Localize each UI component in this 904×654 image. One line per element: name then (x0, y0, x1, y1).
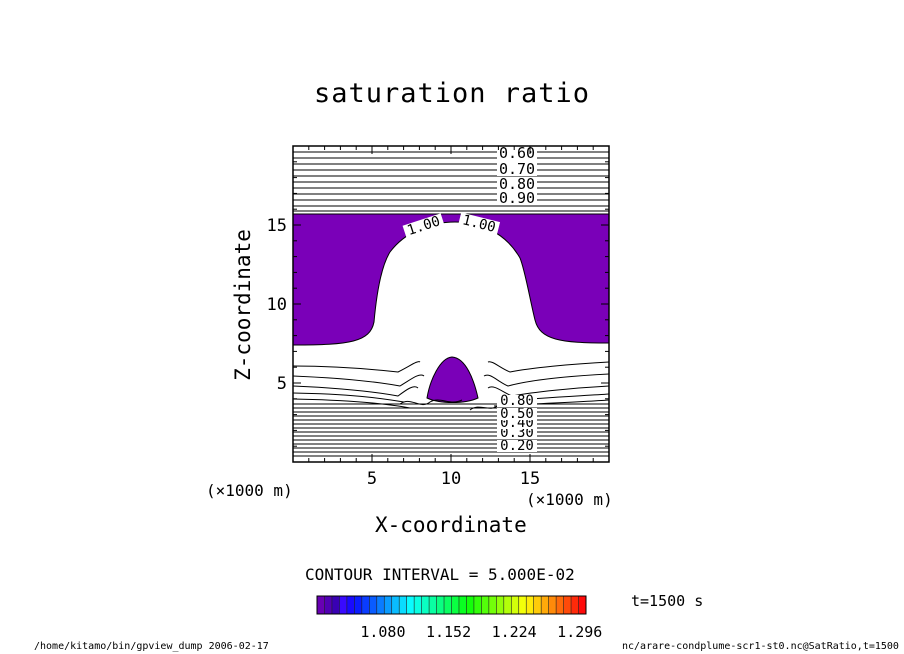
x-tick-label: 5 (367, 469, 377, 489)
contour-line (292, 373, 610, 387)
colorbar-tick-label: 1.152 (426, 623, 471, 641)
contour-line (399, 399, 463, 406)
y-axis-unit: (×1000 m) (206, 481, 293, 500)
contour-lines-top (293, 151, 609, 212)
colorbar-cell (473, 596, 482, 614)
colorbar-cell (578, 596, 587, 614)
colorbar-cell (414, 596, 423, 614)
colorbar-tick-label: 1.224 (492, 623, 537, 641)
colorbar-cell (563, 596, 572, 614)
colorbar-cell (548, 596, 557, 614)
colorbar-cell (429, 596, 438, 614)
contour-label-bg (458, 212, 501, 235)
colorbar-cell (488, 596, 497, 614)
footer-left: /home/kitamo/bin/gpview_dump 2006-02-17 (34, 641, 269, 652)
y-tick-label: 15 (267, 216, 287, 236)
colorbar-cell (331, 596, 340, 614)
chart-title: saturation ratio (313, 78, 591, 109)
contour-label-bg (497, 395, 537, 407)
colorbar-cell (399, 596, 408, 614)
contour-interval-label: CONTOUR INTERVAL = 5.000E-02 (305, 565, 575, 584)
colorbar-cell (458, 596, 467, 614)
contour-label: 0.50 (500, 406, 534, 422)
x-axis-unit: (×1000 m) (526, 490, 613, 509)
colorbar-cell (317, 596, 325, 614)
contour-label: 0.80 (499, 175, 535, 193)
colorbar-cell (526, 596, 535, 614)
colorbar-cell (354, 596, 363, 614)
colorbar-cell (541, 596, 550, 614)
colorbar-tick-label: 1.080 (360, 623, 405, 641)
footer-right: nc/arare-condplume-scr1-st0.nc@SatRatio,… (622, 641, 899, 652)
colorbar-cell (406, 596, 415, 614)
colorbar-cell (376, 596, 385, 614)
colorbar-frame (316, 595, 587, 615)
colorbar-cell (518, 596, 527, 614)
colorbar-cell (346, 596, 355, 614)
y-tick-label: 5 (277, 374, 287, 394)
contour-label: 0.20 (500, 438, 534, 454)
colorbar-cell (324, 596, 333, 614)
contour-label-bg (497, 427, 537, 439)
contour-label: 0.70 (499, 160, 535, 178)
colorbar-cell (436, 596, 445, 614)
colorbar-cell (421, 596, 430, 614)
contour-label: 1.00 (461, 212, 498, 236)
colorbar-cell (533, 596, 542, 614)
contour-label: 0.60 (499, 144, 535, 162)
contour-label-bg (497, 178, 537, 191)
colorbar-cell (481, 596, 490, 614)
colorbar-cell (466, 596, 475, 614)
colorbar-cell (503, 596, 512, 614)
colorbar-cell (361, 596, 370, 614)
colorbar-cell (369, 596, 378, 614)
contour-label-bg (497, 163, 537, 176)
shaded-region-upper (292, 213, 610, 346)
contour-label-bg (497, 147, 537, 160)
x-tick-label: 10 (441, 469, 461, 489)
time-label: t=1500 s (631, 592, 704, 610)
contour-label-bg (497, 192, 537, 205)
x-tick-label: 15 (520, 469, 540, 489)
colorbar-tick-label: 1.296 (557, 623, 602, 641)
shaded-region-plume (426, 356, 479, 403)
colorbar-cell (496, 596, 505, 614)
colorbar-cell (339, 596, 348, 614)
contour-label-bg (402, 213, 445, 239)
contour-lines-middle (292, 361, 610, 409)
colorbar-cell (556, 596, 565, 614)
contour-line (292, 361, 610, 373)
axis-ticks (293, 146, 609, 462)
contour-label-bg (497, 440, 537, 452)
contour-label: 0.80 (500, 393, 534, 409)
contour-label: 0.90 (499, 189, 535, 207)
colorbar-cell (511, 596, 520, 614)
colorbar-cell (384, 596, 393, 614)
contour-label-bg (497, 408, 537, 420)
colorbar-cell (444, 596, 452, 614)
contour-lines-bottom (293, 399, 609, 457)
colorbar-cell (451, 596, 460, 614)
y-tick-label: 10 (267, 295, 287, 315)
colorbar-cell (391, 596, 400, 614)
colorbar-cell (571, 596, 580, 614)
x-axis-label: X-coordinate (375, 513, 527, 537)
